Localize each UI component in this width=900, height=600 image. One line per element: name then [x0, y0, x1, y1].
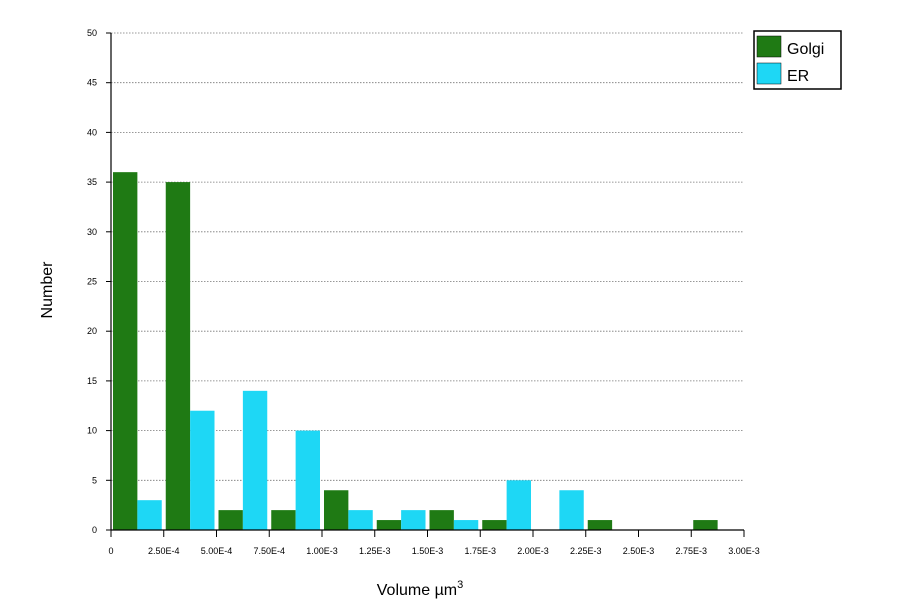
bar-golgi: [693, 520, 718, 530]
x-tick-label: 1.00E-3: [306, 546, 338, 556]
y-tick-label: 40: [87, 127, 97, 137]
bar-golgi: [113, 172, 138, 530]
y-tick-label: 30: [87, 227, 97, 237]
bar-golgi: [587, 520, 613, 530]
x-tick-label: 7.50E-4: [253, 546, 285, 556]
x-axis-title-text: Volume µm: [377, 582, 457, 599]
y-tick-label: 25: [87, 277, 97, 287]
bar-golgi: [482, 520, 507, 530]
legend-swatch-er: [756, 62, 782, 85]
axes: [106, 32, 745, 537]
legend: Golgi ER: [753, 30, 842, 90]
x-axis-title-superscript: 3: [457, 579, 463, 591]
bar-golgi: [218, 510, 243, 530]
bar-er: [242, 390, 268, 530]
bar-er: [559, 490, 584, 530]
bar-er: [401, 510, 426, 530]
x-tick-label: 1.75E-3: [464, 546, 496, 556]
bar-er: [295, 430, 320, 530]
y-axis-title: Number: [39, 261, 56, 319]
legend-swatch-golgi: [756, 35, 782, 58]
bar-er: [506, 480, 531, 530]
x-tick-label: 2.00E-3: [517, 546, 549, 556]
x-tick-label: 2.50E-4: [148, 546, 180, 556]
bar-er: [137, 500, 162, 530]
bar-golgi: [429, 510, 454, 530]
legend-label-er: ER: [787, 68, 809, 85]
y-tick-label: 50: [87, 28, 97, 38]
legend-label-golgi: Golgi: [787, 41, 824, 58]
bar-er: [453, 520, 479, 530]
x-tick-label: 3.00E-3: [728, 546, 760, 556]
x-tick-label: 0: [108, 546, 113, 556]
y-tick-label: 5: [92, 475, 97, 485]
y-tick-label: 45: [87, 78, 97, 88]
y-tick-label: 10: [87, 426, 97, 436]
x-axis-title: Volume µm3: [377, 579, 463, 599]
x-tick-label: 2.25E-3: [570, 546, 602, 556]
y-tick-label: 0: [92, 525, 97, 535]
x-tick-label: 1.25E-3: [359, 546, 391, 556]
gridlines: [111, 32, 744, 481]
y-tick-label: 35: [87, 177, 97, 187]
bar-er: [190, 410, 215, 530]
y-tick-label: 20: [87, 326, 97, 336]
bars: [113, 172, 718, 530]
bar-er: [348, 510, 373, 530]
bar-golgi: [324, 490, 349, 530]
bar-golgi: [376, 520, 402, 530]
bar-golgi: [165, 182, 191, 530]
x-tick-label: 5.00E-4: [201, 546, 233, 556]
x-tick-label: 1.50E-3: [412, 546, 444, 556]
bar-golgi: [271, 510, 296, 530]
tick-labels: 0 5 10 15 20 25 30 35 40 45 50 0 2.50E-4 5.00E-4 7.50E…: [87, 28, 760, 556]
x-tick-label: 2.50E-3: [623, 546, 655, 556]
y-tick-label: 15: [87, 376, 97, 386]
x-tick-label: 2.75E-3: [675, 546, 707, 556]
